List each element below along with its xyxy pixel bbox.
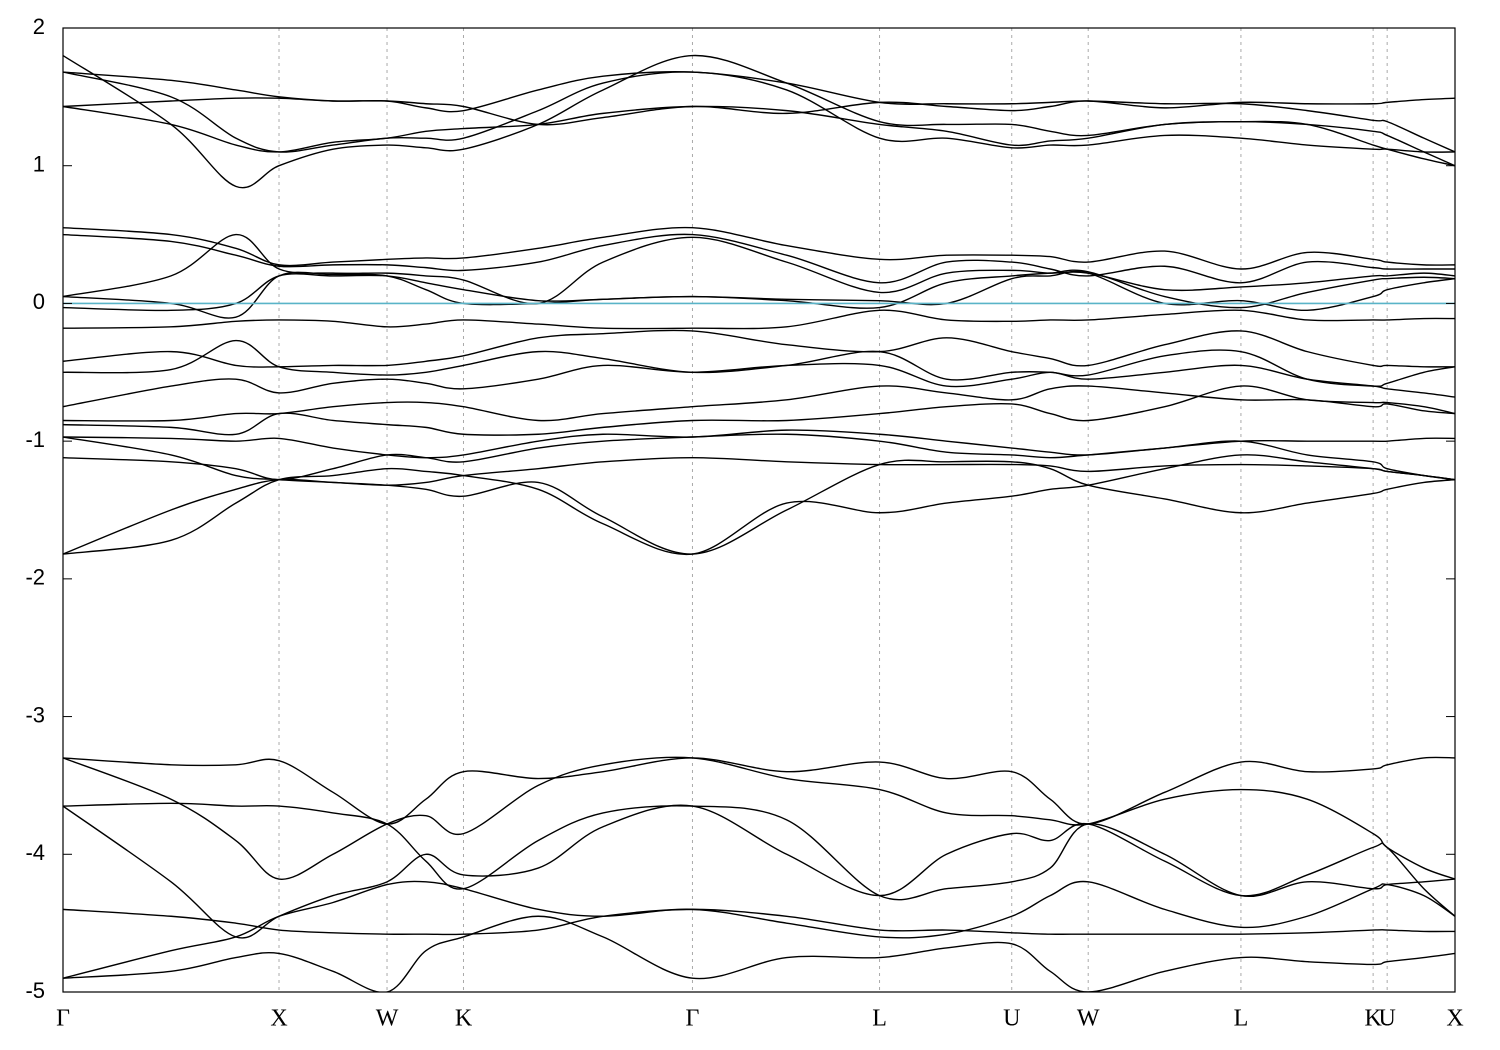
x-tick-label: Γ: [686, 1006, 700, 1032]
x-tick-label: W: [376, 1006, 399, 1032]
x-tick-label: X: [1446, 1006, 1463, 1032]
band-line: [63, 71, 1455, 153]
band-line: [63, 362, 1455, 408]
band-line: [63, 385, 1455, 436]
y-tick-label: 2: [33, 14, 45, 39]
band-line: [63, 233, 1455, 284]
band-line: [63, 756, 1455, 880]
x-tick-label: U: [1003, 1006, 1020, 1032]
band-line: [63, 105, 1455, 167]
x-tick-label: L: [1234, 1006, 1249, 1032]
band-line: [63, 309, 1455, 330]
band-line: [63, 97, 1455, 126]
x-tick-label: U: [1378, 1006, 1395, 1032]
y-tick-label: -3: [25, 702, 45, 727]
band-line: [63, 454, 1455, 556]
band-line: [63, 436, 1455, 486]
band-line: [63, 339, 1455, 387]
band-line: [63, 270, 1455, 319]
y-tick-label: -2: [25, 565, 45, 590]
x-tick-label: Γ: [56, 1006, 70, 1032]
x-tick-label: L: [872, 1006, 887, 1032]
band-line: [63, 459, 1455, 555]
y-tick-label: -4: [25, 840, 45, 865]
band-line: [63, 71, 1455, 153]
grid: [62, 28, 1456, 992]
y-tick-label: 1: [33, 152, 45, 177]
x-tick-label: W: [1077, 1006, 1100, 1032]
x-tick-label: K: [455, 1006, 473, 1032]
band-line: [63, 915, 1455, 992]
band-line: [63, 429, 1455, 459]
band-line: [63, 226, 1455, 270]
band-line: [63, 756, 1455, 825]
band-line: [63, 269, 1455, 312]
band-line: [63, 433, 1455, 481]
band-line: [63, 802, 1455, 901]
plot-frame: [62, 27, 1456, 993]
y-tick-label: -5: [25, 978, 45, 1003]
bands: [63, 54, 1455, 992]
band-line: [63, 908, 1455, 936]
y-tick-label: 0: [33, 289, 45, 314]
x-tick-label: X: [270, 1006, 287, 1032]
x-tick-label: K: [1364, 1006, 1382, 1032]
band-line: [63, 880, 1455, 979]
y-tick-label: -1: [25, 427, 45, 452]
band-line: [63, 804, 1455, 939]
band-line: [63, 329, 1455, 368]
